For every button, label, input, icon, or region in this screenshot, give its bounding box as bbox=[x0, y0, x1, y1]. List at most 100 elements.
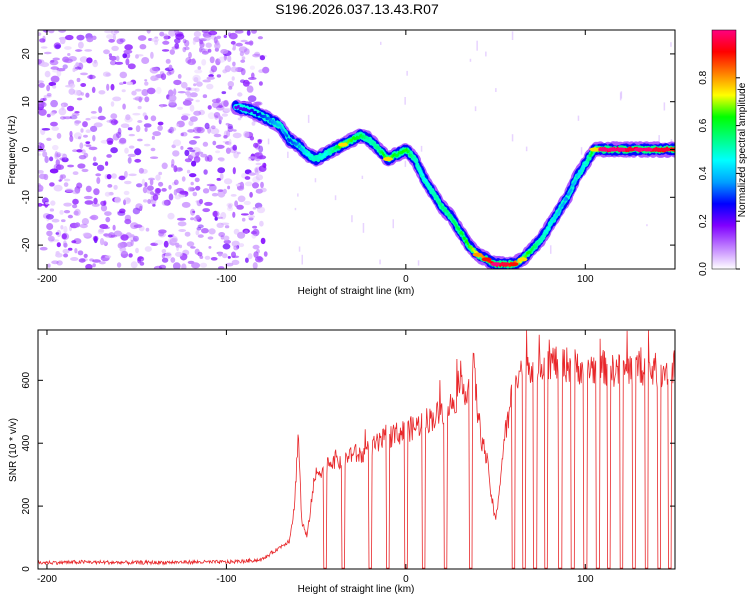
noise-speckle bbox=[232, 211, 236, 218]
noise-speckle bbox=[260, 181, 264, 189]
noise-speckle bbox=[142, 186, 148, 194]
noise-speckle bbox=[92, 263, 96, 268]
ridge-point bbox=[565, 197, 569, 201]
noise-speckle bbox=[209, 56, 215, 64]
noise-speckle bbox=[247, 95, 257, 103]
noise-streak bbox=[577, 115, 580, 121]
noise-speckle bbox=[129, 237, 138, 242]
noise-speckle bbox=[184, 149, 190, 157]
noise-speckle bbox=[211, 192, 219, 197]
ridge-point bbox=[590, 151, 593, 155]
noise-speckle bbox=[199, 262, 208, 268]
noise-speckle bbox=[189, 116, 198, 122]
noise-speckle bbox=[176, 106, 184, 110]
noise-speckle bbox=[55, 159, 60, 166]
noise-speckle bbox=[236, 151, 241, 155]
ridge-peak bbox=[625, 147, 636, 152]
noise-speckle bbox=[105, 255, 112, 259]
ridge-peak bbox=[382, 157, 393, 162]
noise-speckle bbox=[175, 123, 180, 127]
noise-speckle bbox=[141, 57, 150, 64]
ridge-point bbox=[562, 201, 565, 206]
noise-speckle bbox=[222, 243, 231, 250]
noise-speckle bbox=[110, 234, 118, 238]
noise-speckle bbox=[62, 116, 72, 120]
ridge-point bbox=[465, 239, 468, 243]
noise-speckle bbox=[190, 217, 194, 221]
noise-speckle bbox=[78, 41, 84, 49]
noise-speckle bbox=[184, 231, 191, 237]
noise-speckle bbox=[195, 214, 201, 220]
noise-speckle bbox=[74, 111, 80, 114]
snr-ylabel: SNR (10 * v/v) bbox=[8, 418, 19, 482]
noise-speckle bbox=[199, 41, 205, 49]
noise-speckle bbox=[222, 188, 227, 195]
noise-speckle bbox=[47, 263, 51, 268]
noise-speckle bbox=[187, 147, 194, 150]
noise-speckle bbox=[204, 122, 210, 130]
noise-speckle bbox=[228, 32, 238, 40]
noise-speckle bbox=[192, 210, 196, 214]
noise-speckle bbox=[136, 54, 144, 57]
noise-speckle bbox=[202, 188, 210, 194]
noise-streak bbox=[670, 42, 672, 47]
snr-xtick-label: -100 bbox=[216, 574, 236, 585]
noise-speckle bbox=[46, 84, 50, 92]
noise-speckle bbox=[75, 62, 80, 67]
ridge-point bbox=[463, 236, 466, 241]
noise-speckle bbox=[141, 178, 146, 186]
noise-speckle bbox=[69, 135, 74, 143]
noise-speckle bbox=[98, 228, 105, 233]
noise-speckle bbox=[254, 51, 261, 57]
noise-speckle bbox=[101, 240, 107, 245]
noise-speckle bbox=[126, 81, 133, 86]
noise-speckle bbox=[125, 114, 131, 121]
noise-speckle bbox=[155, 174, 161, 181]
noise-speckle bbox=[110, 118, 118, 126]
ridge-point bbox=[540, 238, 543, 242]
noise-speckle bbox=[172, 150, 180, 157]
ridge-point bbox=[427, 182, 430, 186]
noise-speckle bbox=[77, 163, 86, 169]
noise-speckle bbox=[184, 158, 192, 163]
noise-speckle bbox=[50, 121, 58, 127]
noise-speckle bbox=[41, 128, 51, 131]
noise-speckle bbox=[132, 207, 141, 215]
noise-speckle bbox=[127, 127, 133, 131]
noise-speckle bbox=[85, 263, 93, 269]
noise-speckle bbox=[228, 86, 233, 90]
noise-speckle bbox=[113, 120, 119, 124]
noise-speckle bbox=[79, 56, 89, 63]
noise-speckle bbox=[194, 177, 200, 183]
noise-speckle bbox=[165, 251, 172, 259]
noise-speckle bbox=[154, 239, 164, 245]
noise-speckle bbox=[189, 149, 196, 153]
ridge-point bbox=[407, 149, 410, 153]
noise-speckle bbox=[227, 55, 232, 63]
noise-speckle bbox=[239, 51, 244, 57]
noise-speckle bbox=[166, 71, 172, 76]
noise-speckle bbox=[249, 191, 253, 198]
noise-speckle bbox=[196, 81, 203, 87]
ridge-point bbox=[298, 144, 302, 148]
noise-speckle bbox=[83, 253, 88, 258]
noise-speckle bbox=[210, 65, 218, 73]
noise-speckle bbox=[162, 40, 170, 45]
noise-speckle bbox=[161, 249, 167, 254]
noise-speckle bbox=[181, 115, 189, 121]
noise-speckle bbox=[173, 88, 177, 96]
noise-speckle bbox=[232, 144, 237, 151]
noise-speckle bbox=[50, 59, 55, 63]
noise-speckle bbox=[150, 51, 154, 59]
noise-speckle bbox=[257, 36, 263, 40]
noise-speckle bbox=[230, 40, 236, 45]
noise-speckle bbox=[232, 167, 236, 175]
noise-speckle bbox=[80, 83, 87, 87]
noise-speckle bbox=[168, 64, 173, 71]
noise-speckle bbox=[208, 228, 216, 235]
noise-speckle bbox=[45, 201, 49, 205]
noise-streak bbox=[351, 215, 353, 223]
noise-streak bbox=[404, 160, 407, 167]
noise-speckle bbox=[237, 117, 242, 121]
